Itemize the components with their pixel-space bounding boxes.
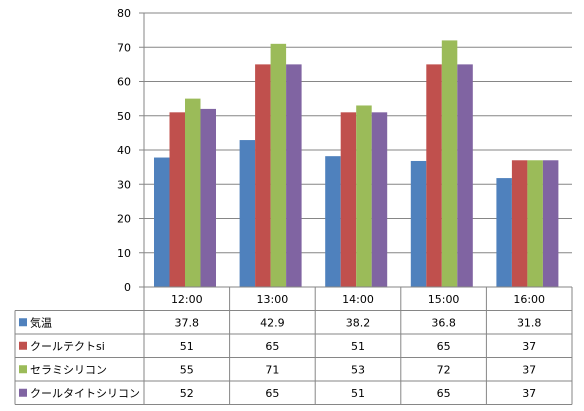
y-tick-label: 80 — [117, 7, 131, 20]
bar-2-4 — [426, 64, 442, 287]
bar-1-3 — [325, 156, 341, 287]
bar-4-3 — [371, 112, 388, 287]
bar-1-5 — [496, 178, 512, 287]
y-tick-label: 40 — [117, 144, 131, 157]
data-label: 37.8 — [175, 316, 200, 329]
bar-2-3 — [340, 112, 357, 287]
data-label: 71 — [265, 363, 279, 376]
legend-label: セラミシリコン — [30, 363, 107, 376]
bar-4-2 — [286, 64, 302, 287]
data-label: 65 — [265, 340, 279, 353]
data-label: 36.8 — [431, 316, 456, 329]
data-label: 65 — [437, 387, 451, 400]
bar-3-4 — [441, 40, 458, 288]
x-tick-label: 16:00 — [513, 293, 545, 306]
data-table: 12:00 13:00 14:00 15:00 16:00 気温 37.8 42.9 38.2 3… — [14, 286, 573, 405]
bar-1-1 — [154, 157, 170, 287]
data-label: 51 — [180, 340, 194, 353]
bar-3-3 — [356, 105, 372, 287]
x-tick-label: 15:00 — [428, 293, 460, 306]
legend-label: 気温 — [30, 315, 52, 329]
bar-1-2 — [239, 140, 256, 287]
data-label: 51 — [351, 340, 365, 353]
bar-3-1 — [185, 98, 201, 287]
legend-swatch — [19, 318, 27, 327]
x-tick-label: 12:00 — [171, 293, 203, 306]
y-tick-label: 30 — [117, 178, 131, 191]
data-label: 37 — [522, 387, 536, 400]
data-label: 65 — [265, 387, 279, 400]
data-label: 31.8 — [517, 316, 542, 329]
bar-2-1 — [169, 112, 185, 287]
bars — [154, 40, 559, 288]
x-tick-label: 13:00 — [257, 293, 289, 306]
data-label: 37 — [522, 363, 536, 376]
axes — [139, 12, 145, 288]
data-label: 65 — [437, 340, 451, 353]
y-tick-label: 0 — [124, 281, 131, 294]
data-label: 51 — [351, 387, 365, 400]
y-tick-label: 20 — [117, 213, 131, 226]
y-tick-label: 50 — [117, 110, 131, 123]
y-tick-label: 10 — [117, 247, 131, 260]
bar-4-5 — [542, 160, 559, 287]
data-label: 42.9 — [260, 316, 285, 329]
bar-2-5 — [511, 160, 528, 287]
y-tick-label: 70 — [117, 41, 131, 54]
bar-2-2 — [255, 64, 271, 287]
x-tick-label: 14:00 — [342, 293, 374, 306]
data-label: 55 — [180, 363, 194, 376]
legend-swatch — [19, 388, 27, 397]
data-label: 52 — [180, 387, 194, 400]
data-label: 53 — [351, 363, 365, 376]
legend-label: クールタイトシリコン — [30, 387, 140, 400]
bar-3-5 — [527, 160, 543, 287]
data-label: 72 — [437, 363, 451, 376]
legend-label: クールテクトsi — [30, 340, 105, 353]
legend-swatch — [19, 341, 27, 350]
bar-1-4 — [410, 160, 427, 287]
data-label: 38.2 — [346, 316, 371, 329]
y-tick-labels: 0 10 20 30 40 50 60 70 80 — [117, 7, 131, 294]
bar-3-2 — [270, 43, 287, 288]
legend-swatch — [19, 365, 27, 374]
data-label: 37 — [522, 340, 536, 353]
y-tick-label: 60 — [117, 76, 131, 89]
bar-4-1 — [200, 108, 216, 288]
bar-4-4 — [457, 64, 473, 287]
